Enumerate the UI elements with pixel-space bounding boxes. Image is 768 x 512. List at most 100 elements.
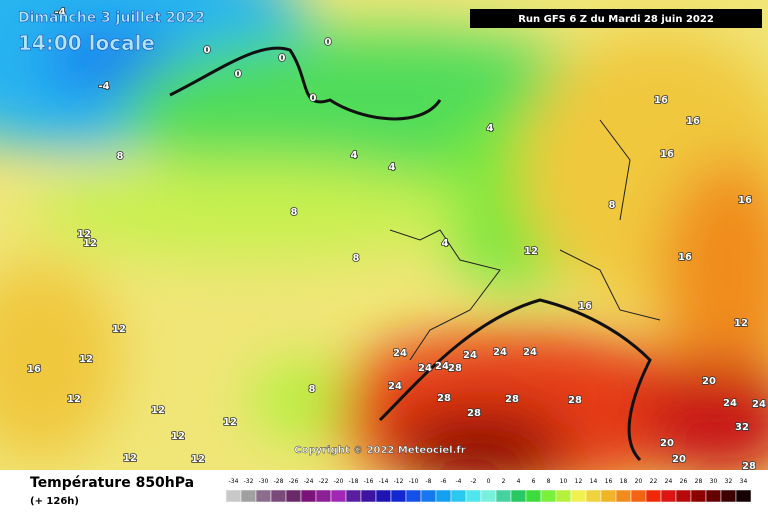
scale-label: 14 xyxy=(590,478,598,485)
scale-swatch xyxy=(285,489,302,503)
scale-label: -20 xyxy=(334,478,344,485)
date-label: Dimanche 3 juillet 2022 xyxy=(18,10,205,26)
run-label: Run GFS 6 Z du Mardi 28 juin 2022 xyxy=(518,14,714,25)
contour-label: 8 xyxy=(353,253,360,264)
contour-label: 24 xyxy=(493,347,507,358)
contour-label: 0 xyxy=(204,45,211,56)
contour-label: 12 xyxy=(171,431,185,442)
contour-label: 4 xyxy=(389,162,396,173)
contour-label: 16 xyxy=(654,95,668,106)
contour-label: 28 xyxy=(437,393,451,404)
contour-label: 20 xyxy=(672,454,686,465)
contour-label: 16 xyxy=(660,149,674,160)
scale-swatch xyxy=(375,489,392,503)
scale-label: -4 xyxy=(456,478,462,485)
contour-label: 4 xyxy=(351,150,358,161)
contour-label: 12 xyxy=(524,246,538,257)
contour-label: 12 xyxy=(79,354,93,365)
scale-swatch xyxy=(495,489,512,503)
contour-label: 24 xyxy=(463,350,477,361)
contour-label: 28 xyxy=(448,363,462,374)
contour-label: 8 xyxy=(117,151,124,162)
scale-swatch xyxy=(570,489,587,503)
scale-swatch xyxy=(390,489,407,503)
contour-label: 12 xyxy=(223,417,237,428)
scale-label: -14 xyxy=(379,478,389,485)
scale-swatch xyxy=(480,489,497,503)
legend-title: Température 850hPa xyxy=(30,475,194,491)
scale-label: 18 xyxy=(620,478,628,485)
scale-swatch xyxy=(270,489,287,503)
contour-label: 20 xyxy=(660,438,674,449)
contour-label: 12 xyxy=(77,229,91,240)
scale-label: -12 xyxy=(394,478,404,485)
contour-label: 12 xyxy=(734,318,748,329)
scale-swatch xyxy=(720,489,737,503)
map xyxy=(0,0,768,490)
scale-label: 34 xyxy=(740,478,748,485)
scale-swatch xyxy=(450,489,467,503)
contour-label: 4 xyxy=(442,238,449,249)
contour-label: 8 xyxy=(609,200,616,211)
scale-swatch xyxy=(315,489,332,503)
contour-label: 16 xyxy=(678,252,692,263)
scale-swatch xyxy=(705,489,722,503)
scale-swatch xyxy=(330,489,347,503)
scale-label: -10 xyxy=(409,478,419,485)
scale-label: -18 xyxy=(349,478,359,485)
contour-label: 28 xyxy=(742,461,756,472)
scale-label: 30 xyxy=(710,478,718,485)
contour-label: 12 xyxy=(151,405,165,416)
scale-label: 24 xyxy=(665,478,673,485)
scale-label: -34 xyxy=(229,478,239,485)
scale-swatch xyxy=(660,489,677,503)
contour-label: 16 xyxy=(27,364,41,375)
contour-label: 16 xyxy=(686,116,700,127)
scale-label: -6 xyxy=(441,478,447,485)
scale-swatch xyxy=(255,489,272,503)
scale-label: 26 xyxy=(680,478,688,485)
legend-lead: (+ 126h) xyxy=(30,496,79,507)
scale-swatch xyxy=(225,489,242,503)
scale-swatch xyxy=(630,489,647,503)
scale-swatch xyxy=(690,489,707,503)
contour-label: 24 xyxy=(435,361,449,372)
run-box xyxy=(470,9,762,28)
scale-label: -16 xyxy=(364,478,374,485)
contour-label: 12 xyxy=(83,238,97,249)
contour-label: -4 xyxy=(54,7,65,18)
contour-label: 8 xyxy=(309,384,316,395)
contour-label: 32 xyxy=(735,422,749,433)
scale-label: 6 xyxy=(532,478,536,485)
scale-swatch xyxy=(645,489,662,503)
contour-label: 12 xyxy=(67,394,81,405)
scale-swatch xyxy=(405,489,422,503)
scale-swatch xyxy=(525,489,542,503)
scale-swatch xyxy=(465,489,482,503)
contour-label: 24 xyxy=(388,381,402,392)
scale-label: -8 xyxy=(426,478,432,485)
contour-label: 24 xyxy=(752,399,766,410)
scale-label: -24 xyxy=(304,478,314,485)
contour-label: 28 xyxy=(467,408,481,419)
scale-swatch xyxy=(615,489,632,503)
scale-swatch xyxy=(735,489,752,503)
scale-label: 28 xyxy=(695,478,703,485)
scale-swatch xyxy=(300,489,317,503)
scale-label: -28 xyxy=(274,478,284,485)
scale-swatch xyxy=(510,489,527,503)
scale-label: 32 xyxy=(725,478,733,485)
scale-label: -26 xyxy=(289,478,299,485)
contour-label: 20 xyxy=(702,376,716,387)
scale-swatch xyxy=(675,489,692,503)
scale-swatch xyxy=(555,489,572,503)
contour-label: 12 xyxy=(112,324,126,335)
copyright: Copyright © 2022 Meteociel.fr xyxy=(294,445,465,456)
contour-label: 28 xyxy=(568,395,582,406)
contour-label: 0 xyxy=(310,93,317,104)
contour-label: 8 xyxy=(291,207,298,218)
contour-label: 0 xyxy=(279,53,286,64)
scale-label: 22 xyxy=(650,478,658,485)
